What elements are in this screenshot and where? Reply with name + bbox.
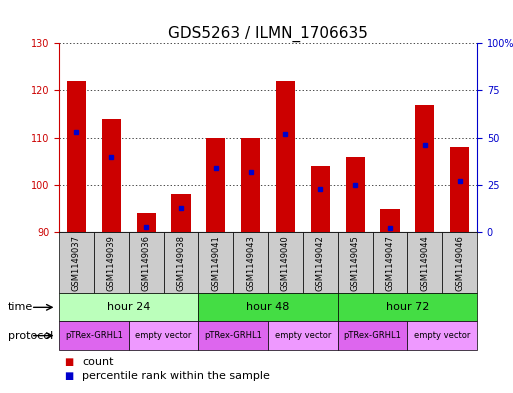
- Text: GSM1149046: GSM1149046: [455, 235, 464, 291]
- Text: pTRex-GRHL1: pTRex-GRHL1: [65, 331, 123, 340]
- Bar: [381, 209, 400, 232]
- Text: GSM1149037: GSM1149037: [72, 235, 81, 291]
- Bar: [199, 321, 268, 350]
- Text: GSM1149047: GSM1149047: [385, 235, 394, 291]
- Bar: [199, 232, 233, 293]
- Bar: [442, 232, 477, 293]
- Text: GSM1149041: GSM1149041: [211, 235, 220, 290]
- Bar: [102, 119, 121, 232]
- Text: percentile rank within the sample: percentile rank within the sample: [82, 371, 270, 381]
- Text: hour 72: hour 72: [386, 302, 429, 312]
- Bar: [199, 293, 338, 321]
- Text: GSM1149043: GSM1149043: [246, 235, 255, 291]
- Text: GSM1149038: GSM1149038: [176, 235, 185, 291]
- Bar: [233, 232, 268, 293]
- Bar: [129, 321, 199, 350]
- Text: ■: ■: [64, 371, 73, 381]
- Bar: [67, 81, 86, 232]
- Text: empty vector: empty vector: [274, 331, 331, 340]
- Text: count: count: [82, 357, 113, 367]
- Bar: [129, 232, 164, 293]
- Text: protocol: protocol: [8, 331, 53, 341]
- Text: GSM1149040: GSM1149040: [281, 235, 290, 290]
- Bar: [206, 138, 225, 232]
- Text: GSM1149044: GSM1149044: [420, 235, 429, 290]
- Bar: [338, 321, 407, 350]
- Text: empty vector: empty vector: [414, 331, 470, 340]
- Text: GSM1149039: GSM1149039: [107, 235, 116, 291]
- Bar: [346, 157, 365, 232]
- Bar: [241, 138, 260, 232]
- Text: empty vector: empty vector: [135, 331, 192, 340]
- Bar: [372, 232, 407, 293]
- Bar: [59, 321, 129, 350]
- Bar: [94, 232, 129, 293]
- Text: pTRex-GRHL1: pTRex-GRHL1: [344, 331, 402, 340]
- Bar: [59, 232, 94, 293]
- Bar: [59, 293, 199, 321]
- Bar: [407, 321, 477, 350]
- Bar: [338, 293, 477, 321]
- Text: GSM1149036: GSM1149036: [142, 235, 151, 291]
- Bar: [311, 166, 330, 232]
- Text: time: time: [8, 302, 33, 312]
- Text: hour 48: hour 48: [246, 302, 290, 312]
- Text: ■: ■: [64, 357, 73, 367]
- Text: hour 24: hour 24: [107, 302, 150, 312]
- Title: GDS5263 / ILMN_1706635: GDS5263 / ILMN_1706635: [168, 26, 368, 42]
- Bar: [171, 195, 190, 232]
- Bar: [136, 213, 155, 232]
- Bar: [303, 232, 338, 293]
- Text: GSM1149042: GSM1149042: [316, 235, 325, 290]
- Bar: [268, 321, 338, 350]
- Bar: [407, 232, 442, 293]
- Bar: [164, 232, 199, 293]
- Bar: [268, 232, 303, 293]
- Bar: [415, 105, 435, 232]
- Text: GSM1149045: GSM1149045: [351, 235, 360, 290]
- Bar: [450, 147, 469, 232]
- Bar: [338, 232, 372, 293]
- Bar: [276, 81, 295, 232]
- Text: pTRex-GRHL1: pTRex-GRHL1: [204, 331, 262, 340]
